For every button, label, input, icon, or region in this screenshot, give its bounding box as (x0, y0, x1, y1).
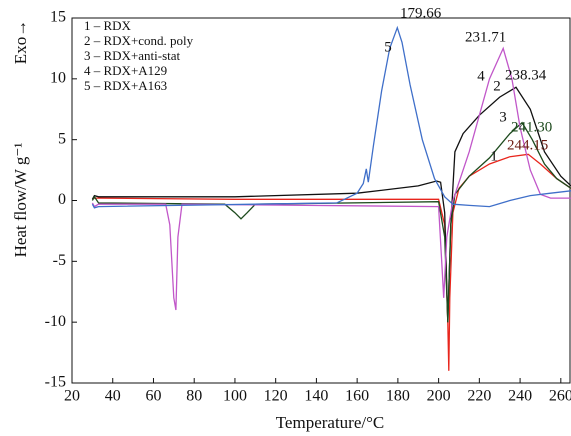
x-tick-label: 200 (427, 388, 451, 405)
x-tick-label: 140 (304, 388, 328, 405)
y-tick-label: -15 (45, 374, 66, 391)
annotation: 4 (477, 68, 485, 84)
annotation: 241.30 (511, 119, 552, 135)
series-line (91, 121, 571, 323)
x-tick-label: 180 (386, 388, 410, 405)
annotation: 179.66 (400, 5, 442, 21)
x-tick-label: 20 (64, 388, 80, 405)
legend-entry: 3 – RDX+anti-stat (84, 48, 181, 63)
annotation: 1 (490, 148, 498, 164)
annotation: 2 (493, 78, 501, 94)
exo-label: Exo→ (11, 20, 30, 64)
annotation: 5 (384, 39, 392, 55)
y-tick-label: -5 (53, 252, 66, 269)
x-tick-label: 100 (223, 388, 247, 405)
annotation: 244.15 (507, 137, 548, 153)
x-tick-label: 220 (467, 388, 491, 405)
x-tick-label: 160 (345, 388, 369, 405)
legend-entry: 1 – RDX (84, 18, 132, 33)
series-line (92, 153, 571, 371)
y-tick-label: 15 (50, 9, 66, 26)
series-line (91, 46, 571, 311)
series-line (91, 25, 571, 209)
legend-entry: 2 – RDX+cond. poly (84, 33, 194, 48)
annotation: 238.34 (505, 67, 547, 83)
annotation: 3 (499, 109, 507, 125)
legend-entry: 4 – RDX+A129 (84, 63, 167, 78)
y-tick-label: 5 (58, 130, 66, 147)
x-tick-label: 240 (508, 388, 532, 405)
x-tick-label: 120 (264, 388, 288, 405)
y-tick-label: 0 (58, 191, 66, 208)
x-tick-label: 260 (549, 388, 571, 405)
x-tick-label: 40 (105, 388, 121, 405)
legend-entry: 5 – RDX+A163 (84, 78, 167, 93)
x-tick-label: 60 (145, 388, 161, 405)
x-axis-label: Temperature/°C (276, 413, 385, 432)
x-tick-label: 80 (186, 388, 202, 405)
y-axis-label: Heat flow/W g⁻¹ (11, 143, 30, 258)
y-tick-label: 10 (50, 70, 66, 87)
annotation: 231.71 (465, 29, 506, 45)
y-tick-label: -10 (45, 313, 66, 330)
